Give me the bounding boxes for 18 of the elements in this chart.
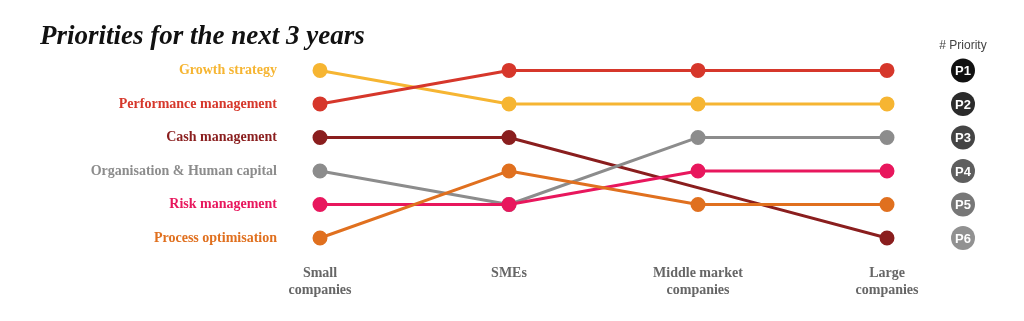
text: Growth strategy: [178, 62, 277, 78]
y-axis-title: # Priority: [939, 38, 987, 53]
annotation: P4: [955, 163, 972, 179]
annotation: P6: [955, 230, 971, 246]
text: Performance management: [118, 95, 278, 111]
x-tick-label: Large companies: [855, 265, 920, 298]
text: Organisation & Human capital: [90, 162, 278, 178]
text: Process optimisation: [153, 229, 278, 245]
annotation: P3: [955, 130, 971, 146]
x-tick-label: Middle market companies: [653, 265, 744, 298]
x-tick-label: SMEs: [491, 265, 528, 281]
text: Risk management: [169, 196, 278, 212]
chart-title: Priorities for the next 3 years: [40, 20, 365, 51]
annotation: P2: [955, 96, 971, 112]
annotation: P1: [955, 62, 971, 78]
annotation: P5: [955, 197, 971, 213]
text: Cash management: [166, 129, 278, 145]
x-tick-label: Small companies: [288, 265, 353, 298]
